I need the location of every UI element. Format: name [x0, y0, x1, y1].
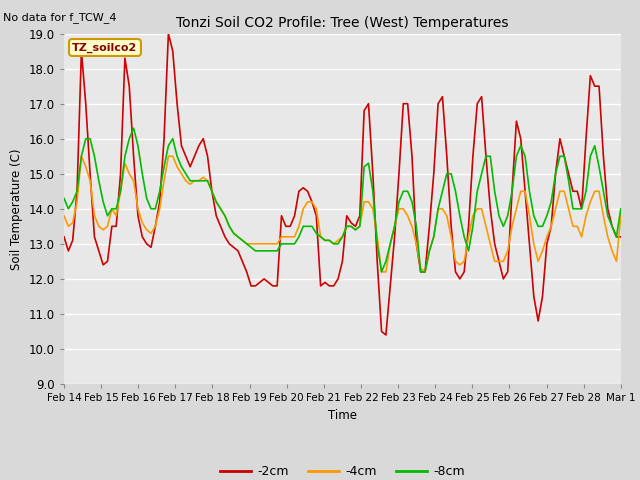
Legend: -2cm, -4cm, -8cm: -2cm, -4cm, -8cm: [215, 460, 470, 480]
Text: TZ_soilco2: TZ_soilco2: [72, 42, 138, 53]
Text: No data for f_TCW_4: No data for f_TCW_4: [3, 12, 116, 23]
X-axis label: Time: Time: [328, 408, 357, 421]
Y-axis label: Soil Temperature (C): Soil Temperature (C): [10, 148, 23, 270]
Title: Tonzi Soil CO2 Profile: Tree (West) Temperatures: Tonzi Soil CO2 Profile: Tree (West) Temp…: [176, 16, 509, 30]
